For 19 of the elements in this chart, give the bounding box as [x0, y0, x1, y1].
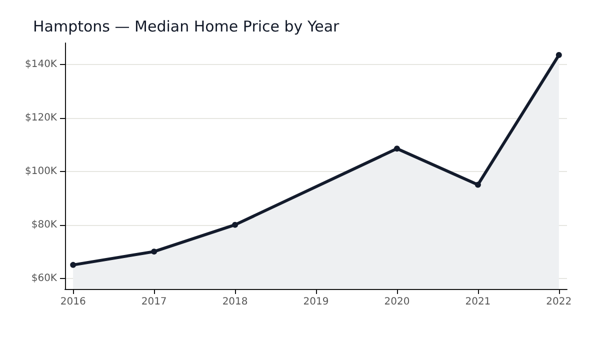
- x-tick-label: 2020: [384, 296, 410, 308]
- point: [474, 182, 481, 188]
- y-tick-label: $120K: [24, 112, 58, 124]
- point: [394, 146, 400, 152]
- y-tick-label: $100K: [24, 166, 58, 177]
- x-tick-label: 2016: [60, 296, 86, 308]
- x-tick-label: 2018: [222, 296, 248, 308]
- point: [556, 52, 562, 58]
- y-tick-label: $80K: [31, 219, 58, 230]
- y-tick-label: $140K: [24, 58, 58, 70]
- chart-title: Hamptons — Median Home Price by Year: [33, 18, 340, 36]
- x-tick-label: 2022: [546, 296, 572, 308]
- x-tick-label: 2021: [465, 296, 491, 308]
- x-tick-label: 2019: [303, 296, 329, 308]
- point: [151, 248, 158, 255]
- y-tick-label: $60K: [31, 272, 58, 284]
- point: [232, 222, 238, 228]
- point: [70, 262, 76, 268]
- x-tick-label: 2017: [141, 296, 167, 308]
